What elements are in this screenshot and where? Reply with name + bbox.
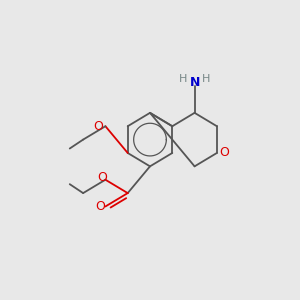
Text: O: O [95, 200, 105, 213]
Text: N: N [189, 76, 200, 89]
Text: H: H [178, 74, 187, 84]
Text: O: O [219, 146, 229, 160]
Text: H: H [202, 74, 211, 84]
Text: O: O [97, 171, 107, 184]
Text: O: O [93, 120, 103, 133]
